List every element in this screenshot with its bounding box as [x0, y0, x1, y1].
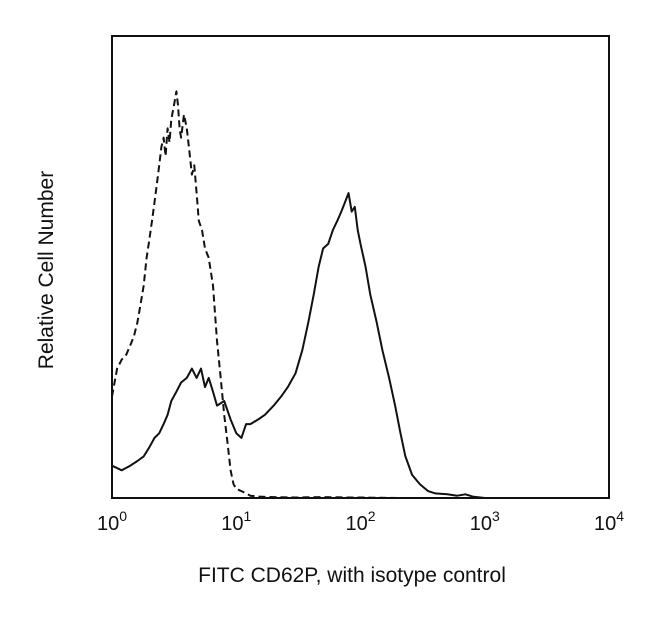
x-axis-label: FITC CD62P, with isotype control [198, 564, 506, 587]
x-tick-label: 104 [594, 508, 624, 535]
x-tick-label: 100 [97, 508, 127, 535]
cd62p-histogram-line [111, 192, 609, 499]
x-tick-label: 103 [470, 508, 500, 535]
y-axis-label: Relative Cell Number [35, 171, 58, 369]
x-tick-label: 102 [345, 508, 375, 535]
isotype-control-histogram-line [111, 90, 609, 499]
x-tick-label: 101 [221, 508, 251, 535]
series-layer [111, 90, 609, 499]
x-tick-labels: 100 101 102 103 104 [97, 508, 624, 535]
plot-frame [111, 35, 610, 499]
